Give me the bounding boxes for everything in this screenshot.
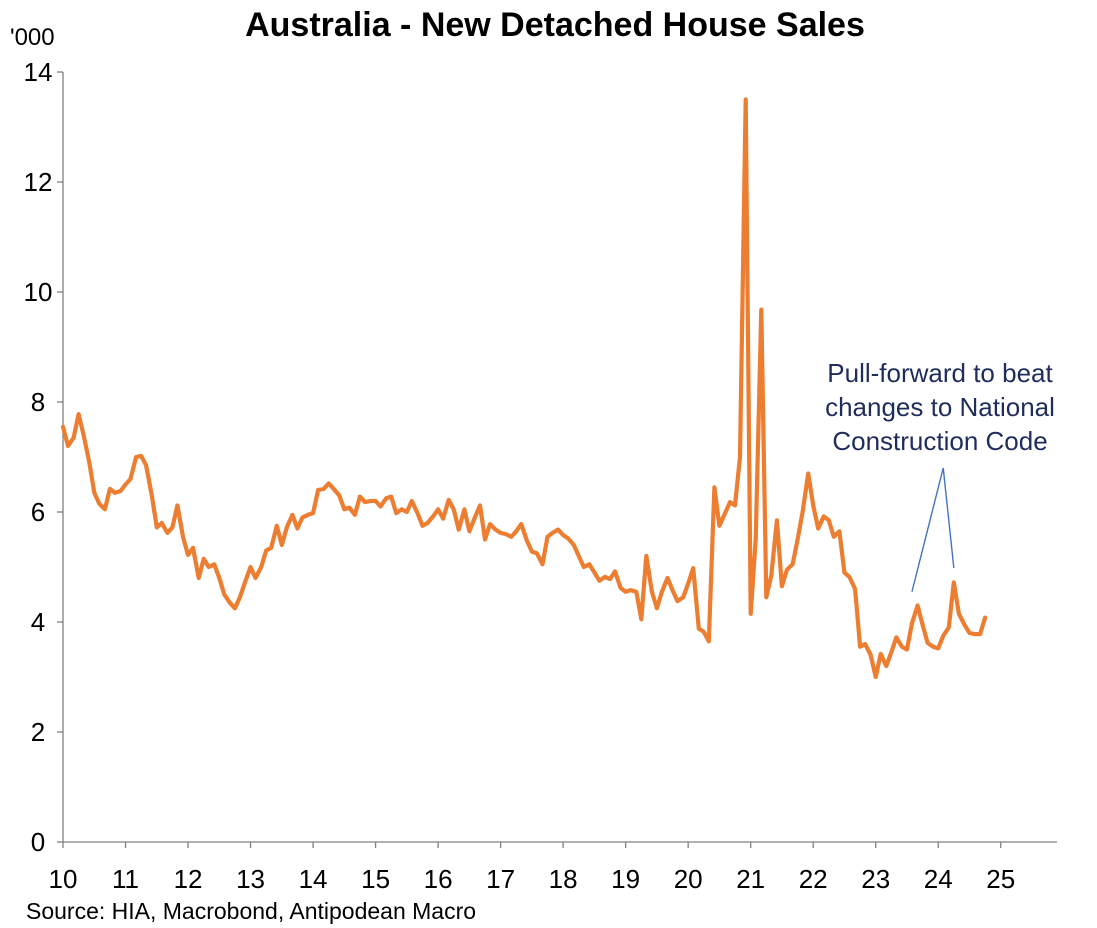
- x-tick-label: 21: [736, 864, 765, 894]
- x-tick-label: 11: [112, 864, 139, 894]
- y-axis-unit-label: '000: [10, 24, 55, 51]
- x-tick-label: 10: [49, 864, 78, 894]
- x-tick-label: 24: [924, 864, 953, 894]
- x-tick-label: 12: [174, 864, 203, 894]
- annotation-line-3: Construction Code: [832, 426, 1048, 456]
- y-tick-label: 0: [31, 827, 45, 857]
- y-tick-label: 14: [24, 57, 53, 87]
- x-tick-label: 17: [486, 864, 515, 894]
- y-tick-label: 10: [24, 277, 53, 307]
- annotation-line-2: changes to National: [825, 392, 1055, 422]
- x-tick-label: 23: [861, 864, 890, 894]
- chart-annotation: Pull-forward to beat changes to National…: [790, 356, 1090, 458]
- annotation-pointer-2: [942, 467, 955, 569]
- x-tick-label: 13: [236, 864, 265, 894]
- y-tick-label: 2: [31, 717, 45, 747]
- x-tick-label: 16: [424, 864, 453, 894]
- x-tick-label: 25: [986, 864, 1015, 894]
- chart-title: Australia - New Detached House Sales: [245, 6, 865, 44]
- series-line-1: [60, 97, 988, 680]
- y-tick-label: 6: [31, 497, 45, 527]
- y-tick-label: 12: [24, 167, 53, 197]
- x-tick-label: 18: [549, 864, 578, 894]
- x-tick-label: 19: [611, 864, 640, 894]
- y-tick-label: 8: [31, 387, 45, 417]
- annotation-line-1: Pull-forward to beat: [827, 358, 1053, 388]
- x-tick-label: 14: [299, 864, 328, 894]
- y-tick-label: 4: [31, 607, 45, 637]
- x-tick-label: 20: [674, 864, 703, 894]
- source-note: Source: HIA, Macrobond, Antipodean Macro: [26, 898, 477, 924]
- x-tick-label: 15: [361, 864, 390, 894]
- annotation-pointer-1: [911, 467, 944, 592]
- x-tick-label: 22: [799, 864, 828, 894]
